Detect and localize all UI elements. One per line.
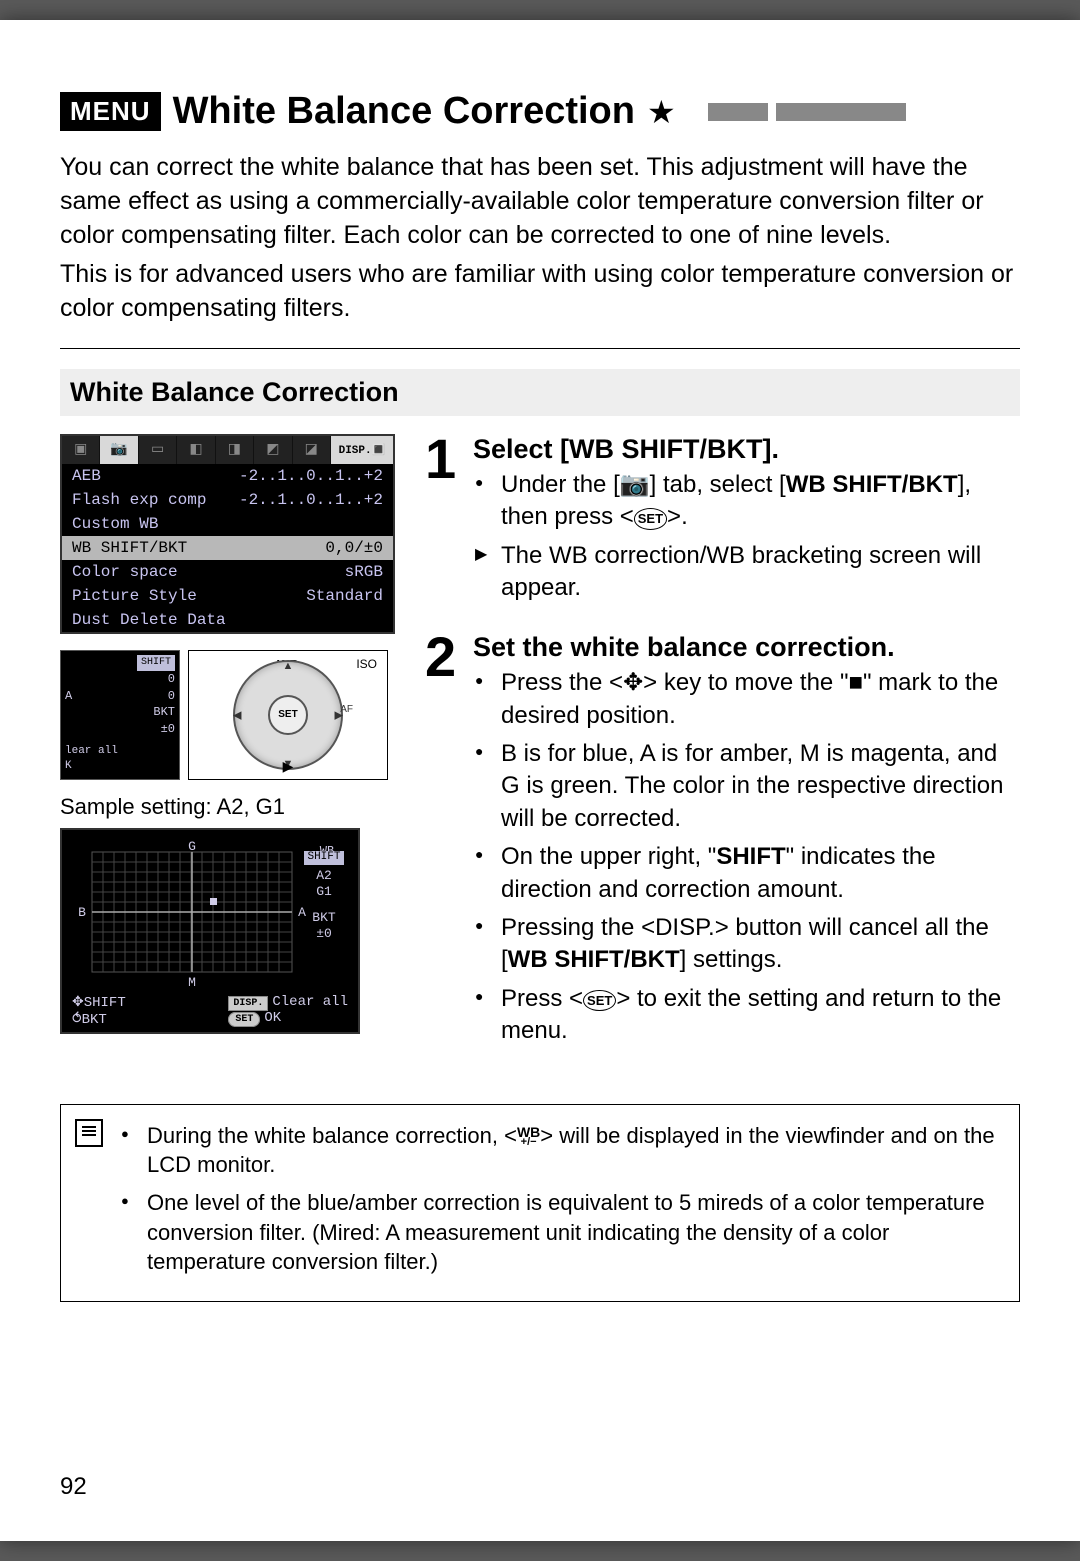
title-bar xyxy=(708,103,768,121)
wb-side-panel: SHIFT A2 G1 BKT ±0 xyxy=(302,848,346,943)
wb-grid-screenshot: G M B A WB SHIFT A2 G1 BKT ±0 xyxy=(60,828,360,1034)
step-bullet: B is for blue, A is for amber, M is mage… xyxy=(473,738,1020,835)
camera-menu-row: Color spacesRGB xyxy=(62,560,393,584)
right-column: 1 Select [WB SHIFT/BKT]. Under the [📷] t… xyxy=(425,434,1020,1076)
wb-footer: ✥SHIFT ⥀BKT DISP.Clear all SETOK xyxy=(62,994,358,1028)
cross-icon: ✥ xyxy=(623,669,643,696)
lcd-dial-row: SHIFT 0 A0 BKT ±0 lear all K WB ISO SET … xyxy=(60,650,395,780)
camera-disp-label: DISP.🔳 xyxy=(331,436,393,464)
play-icon: ▶ xyxy=(283,758,294,775)
content-columns: ▣ 📷 ▭ ◧ ◨ ◩ ◪ DISP.🔳 AEB-2..1..0..1..+2 … xyxy=(60,434,1020,1076)
left-column: ▣ 📷 ▭ ◧ ◨ ◩ ◪ DISP.🔳 AEB-2..1..0..1..+2 … xyxy=(60,434,395,1076)
step-bullet: Press <SET> to exit the setting and retu… xyxy=(473,983,1020,1048)
camera-menu-row: AEB-2..1..0..1..+2 xyxy=(62,464,393,488)
camera-menu-row: Custom WB xyxy=(62,512,393,536)
step-1: 1 Select [WB SHIFT/BKT]. Under the [📷] t… xyxy=(425,434,1020,611)
camera-tab: ◪ xyxy=(293,436,331,464)
manual-page: MENU White Balance Correction ★ You can … xyxy=(0,20,1080,1541)
set-icon: SET xyxy=(583,990,616,1012)
svg-text:G: G xyxy=(188,840,196,854)
sample-caption: Sample setting: A2, G1 xyxy=(60,794,395,820)
step-title: Set the white balance correction. xyxy=(473,632,1020,663)
step-bullet: Under the [📷] tab, select [WB SHIFT/BKT]… xyxy=(473,469,1020,534)
shift-label: SHIFT xyxy=(137,655,175,671)
camera-tab: ◨ xyxy=(216,436,254,464)
svg-text:M: M xyxy=(188,975,196,990)
intro-paragraph-1: You can correct the white balance that h… xyxy=(60,151,1020,252)
title-bar xyxy=(776,103,906,121)
camera-menu-tabs: ▣ 📷 ▭ ◧ ◨ ◩ ◪ DISP.🔳 xyxy=(62,436,393,464)
camera-icon: 📷 xyxy=(620,471,650,498)
star-icon: ★ xyxy=(647,93,676,131)
dial-illustration: WB ISO SET ▲ ▼ ◀ AF ▶ ▶ xyxy=(188,650,388,780)
camera-tab: ▣ xyxy=(62,436,100,464)
camera-menu-screenshot: ▣ 📷 ▭ ◧ ◨ ◩ ◪ DISP.🔳 AEB-2..1..0..1..+2 … xyxy=(60,434,395,634)
step-bullet: On the upper right, "SHIFT" indicates th… xyxy=(473,841,1020,906)
camera-tab: ◧ xyxy=(177,436,215,464)
camera-tab: ▭ xyxy=(139,436,177,464)
camera-tab: ◩ xyxy=(254,436,292,464)
menu-badge: MENU xyxy=(60,92,161,131)
step-title: Select [WB SHIFT/BKT]. xyxy=(473,434,1020,465)
set-icon: SET xyxy=(634,508,667,530)
dial-circle: SET ▲ ▼ ◀ AF ▶ xyxy=(233,660,343,770)
camera-menu-row: Flash exp comp-2..1..0..1..+2 xyxy=(62,488,393,512)
note-item: One level of the blue/amber correction i… xyxy=(121,1188,1001,1277)
camera-tab-active: 📷 xyxy=(100,436,138,464)
step-number: 2 xyxy=(425,632,461,1053)
page-title-row: MENU White Balance Correction ★ xyxy=(60,90,1020,133)
step-bullet: Pressing the <DISP.> button will cancel … xyxy=(473,912,1020,977)
page-number: 92 xyxy=(60,1473,87,1501)
title-bars xyxy=(708,103,906,121)
dial-iso-label: ISO xyxy=(356,657,377,671)
svg-text:B: B xyxy=(78,905,86,920)
note-icon xyxy=(75,1119,103,1147)
camera-menu-row-highlighted: WB SHIFT/BKT0,0/±0 xyxy=(62,536,393,560)
camera-menu-row: Picture StyleStandard xyxy=(62,584,393,608)
step-number: 1 xyxy=(425,434,461,611)
intro-paragraph-2: This is for advanced users who are famil… xyxy=(60,258,1020,326)
step-2: 2 Set the white balance correction. Pres… xyxy=(425,632,1020,1053)
lcd-small-screenshot: SHIFT 0 A0 BKT ±0 lear all K xyxy=(60,650,180,780)
step-bullet: Press the <✥> key to move the "■" mark t… xyxy=(473,667,1020,732)
section-heading: White Balance Correction xyxy=(60,369,1020,416)
dial-set-button: SET xyxy=(268,695,308,735)
camera-menu-row: Dust Delete Data xyxy=(62,608,393,632)
note-box: During the white balance correction, <WB… xyxy=(60,1104,1020,1302)
wb-plusminus-icon: WB+/− xyxy=(517,1126,540,1148)
step-result: The WB correction/WB bracketing screen w… xyxy=(473,540,1020,605)
separator xyxy=(60,348,1020,349)
note-item: During the white balance correction, <WB… xyxy=(121,1121,1001,1180)
page-title: White Balance Correction xyxy=(173,90,635,133)
